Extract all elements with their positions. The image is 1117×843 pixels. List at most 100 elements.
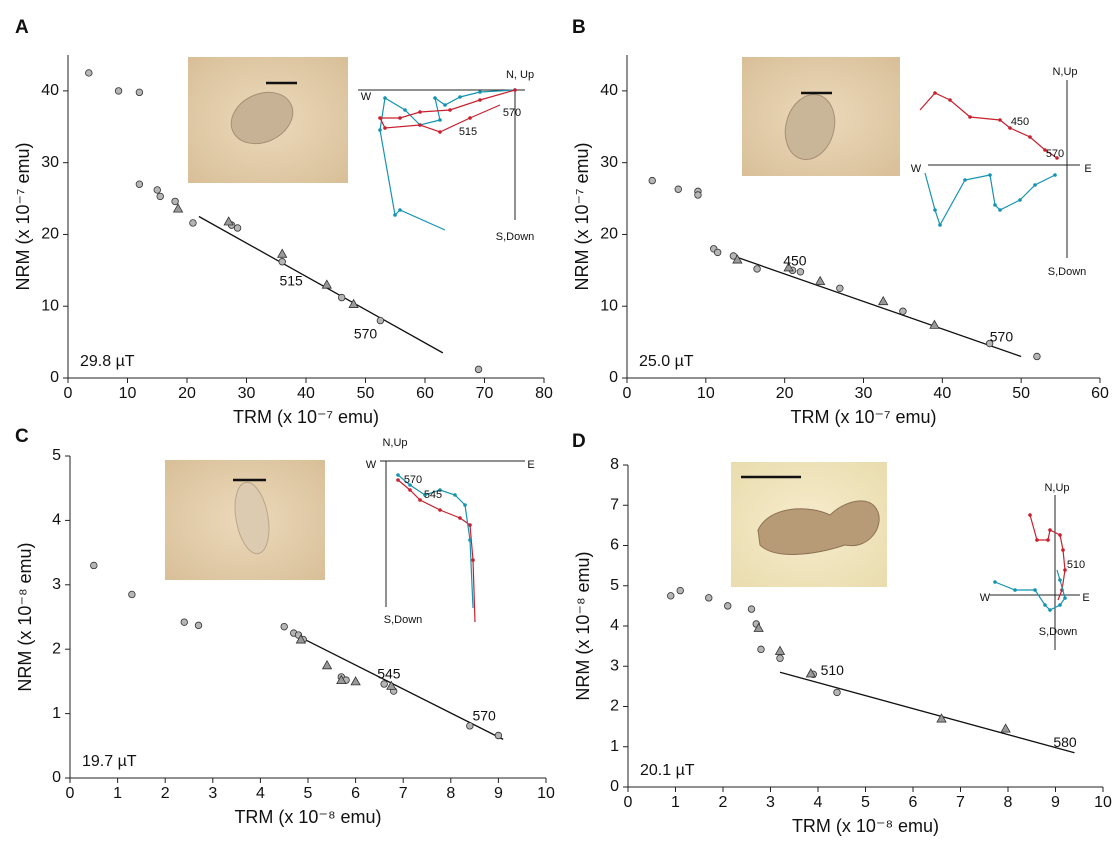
x-tick-label: 5	[861, 794, 870, 811]
data-point	[757, 645, 765, 654]
ptrm-check	[805, 668, 817, 678]
y-tick-label: 0	[52, 769, 61, 786]
y-tick-label: 0	[609, 369, 618, 386]
inset-label: 570	[503, 107, 521, 119]
inset-label: 450	[1011, 116, 1029, 128]
x-tick-label: 9	[1051, 794, 1060, 811]
inset-label: W	[366, 459, 377, 471]
y-tick-label: 0	[50, 369, 59, 386]
field-label: 19.7 µT	[82, 753, 137, 770]
x-tick-label: 30	[238, 385, 256, 402]
data-point	[194, 621, 203, 630]
data-point	[338, 293, 346, 302]
data-point	[899, 307, 907, 315]
data-point	[114, 87, 123, 95]
field-label: 20.1 µT	[640, 762, 695, 779]
x-tick-label: 40	[933, 385, 951, 402]
ptrm-check	[172, 203, 184, 213]
x-tick-label: 1	[671, 794, 680, 811]
y-tick-label: 1	[610, 738, 619, 755]
x-axis-label: TRM (x 10⁻⁸ emu)	[234, 807, 381, 827]
y-tick-label: 3	[610, 657, 619, 674]
data-point	[85, 69, 93, 77]
x-tick-label: 50	[1012, 385, 1030, 402]
photo	[188, 57, 348, 183]
x-tick-label: 4	[256, 785, 265, 802]
data-point	[171, 197, 179, 206]
data-point	[676, 586, 684, 595]
inset-label: 570	[404, 474, 422, 486]
ptrm-check	[277, 248, 288, 258]
x-axis-label: TRM (x 10⁻⁷ emu)	[790, 407, 936, 427]
ptrm-check	[732, 254, 743, 264]
x-tick-label: 0	[64, 385, 73, 402]
y-tick-label: 8	[610, 456, 619, 473]
x-tick-label: 6	[909, 794, 918, 811]
x-tick-label: 4	[814, 794, 823, 811]
y-axis-label: NRM (x 10⁻⁸ emu)	[573, 551, 593, 700]
zijderveld-inset: N,Up W E S,Down 450 570	[911, 66, 1092, 278]
x-tick-label: 3	[766, 794, 775, 811]
y-tick-label: 40	[41, 82, 59, 99]
ptrm-check	[814, 275, 826, 286]
y-tick-label: 0	[610, 778, 619, 795]
photo	[731, 462, 887, 587]
y-tick-label: 4	[610, 617, 619, 634]
inset-label: E	[527, 459, 534, 471]
ptrm-check	[386, 680, 397, 690]
ptrm-check	[1000, 723, 1011, 733]
data-point	[474, 365, 483, 374]
y-tick-label: 30	[41, 154, 59, 171]
data-point	[1033, 352, 1041, 361]
data-point	[135, 180, 144, 188]
x-tick-label: 0	[66, 785, 75, 802]
ptrm-check	[783, 262, 794, 272]
panel-label: D	[572, 431, 586, 452]
x-tick-label: 5	[304, 785, 313, 802]
x-tick-label: 80	[535, 385, 553, 402]
data-point	[156, 192, 164, 201]
x-tick-label: 30	[855, 385, 873, 402]
x-tick-label: 3	[208, 785, 217, 802]
x-tick-label: 10	[119, 385, 137, 402]
y-tick-label: 20	[600, 226, 618, 243]
data-point	[153, 186, 161, 194]
data-point	[280, 622, 288, 631]
ptrm-check	[753, 622, 764, 632]
x-axis-label: TRM (x 10⁻⁸ emu)	[792, 816, 939, 836]
inset-label: N,Up	[1044, 482, 1069, 494]
x-axis-label: TRM (x 10⁻⁷ emu)	[233, 407, 379, 427]
x-tick-label: 70	[476, 385, 494, 402]
ptrm-check	[878, 295, 889, 306]
ptrm-check	[321, 659, 333, 670]
data-point	[776, 654, 784, 662]
zijderveld-inset: N,Up W E S,Down 510	[980, 482, 1090, 650]
data-point	[674, 185, 682, 193]
ptrm-check	[321, 279, 333, 289]
step-label: 545	[377, 666, 401, 682]
ptrm-check	[348, 298, 359, 308]
inset-label: N, Up	[506, 69, 534, 81]
inset-label: 545	[424, 489, 442, 501]
fit-line	[198, 215, 444, 354]
y-tick-label: 3	[52, 576, 61, 593]
y-axis-label: NRM (x 10⁻⁷ emu)	[13, 142, 33, 290]
ptrm-check	[936, 713, 947, 723]
photo	[165, 460, 325, 580]
step-label: 510	[821, 662, 845, 678]
inset-label: E	[1084, 163, 1091, 175]
data-point	[278, 258, 286, 266]
panel-label: B	[572, 17, 586, 38]
ptrm-check	[223, 216, 234, 226]
inset-label: N,Up	[382, 437, 407, 449]
ptrm-check	[295, 634, 307, 644]
data-point	[494, 731, 503, 740]
data-point	[466, 722, 474, 730]
data-point	[233, 224, 242, 232]
x-tick-label: 40	[297, 385, 315, 402]
x-tick-label: 7	[399, 785, 408, 802]
inset-label: W	[911, 163, 922, 175]
data-point	[90, 561, 98, 570]
data-point	[836, 284, 844, 292]
data-point	[796, 268, 805, 276]
